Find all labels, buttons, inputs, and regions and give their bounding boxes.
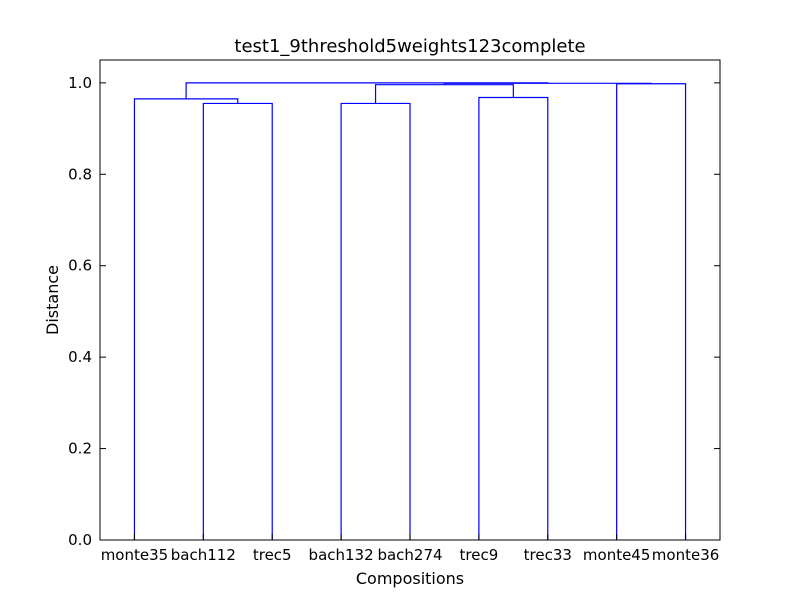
dendrogram-link-2 [133, 98, 239, 540]
leaf-label-trec33: trec33 [524, 546, 572, 564]
dendrogram-link-3 [340, 102, 411, 540]
x-axis-label: Compositions [356, 569, 464, 588]
dendrogram-link-6 [616, 83, 687, 540]
dendrogram-link-8 [185, 82, 549, 99]
y-tick-label: 0.8 [68, 165, 92, 183]
leaf-label-bach274: bach274 [377, 546, 442, 564]
chart-title: test1_9threshold5weights123complete [234, 36, 585, 57]
dendrogram-link-1 [202, 102, 273, 540]
leaf-label-bach132: bach132 [309, 546, 374, 564]
leaf-label-bach112: bach112 [171, 546, 236, 564]
leaf-label-trec9: trec9 [460, 546, 499, 564]
y-tick-label: 0.6 [68, 257, 92, 275]
y-tick-label: 1.0 [68, 74, 92, 92]
dendrogram-links [133, 82, 687, 540]
dendrogram-link-5 [374, 84, 514, 104]
leaf-label-monte45: monte45 [583, 546, 651, 564]
y-tick-label: 0.2 [68, 440, 92, 458]
dendrogram-link-4 [478, 96, 549, 540]
leaf-label-monte36: monte36 [652, 546, 720, 564]
y-tick-label: 0.4 [68, 348, 92, 366]
y-axis-label: Distance [43, 265, 62, 335]
leaf-label-trec5: trec5 [253, 546, 292, 564]
x-axis: monte35 bach112 trec5 bach132 bach274 trec9 tr… [101, 534, 720, 564]
leaf-label-monte35: monte35 [101, 546, 169, 564]
y-tick-label: 0.0 [68, 531, 92, 549]
y-axis: 0.0 0.2 0.4 0.6 0.8 1.0 [68, 74, 720, 549]
